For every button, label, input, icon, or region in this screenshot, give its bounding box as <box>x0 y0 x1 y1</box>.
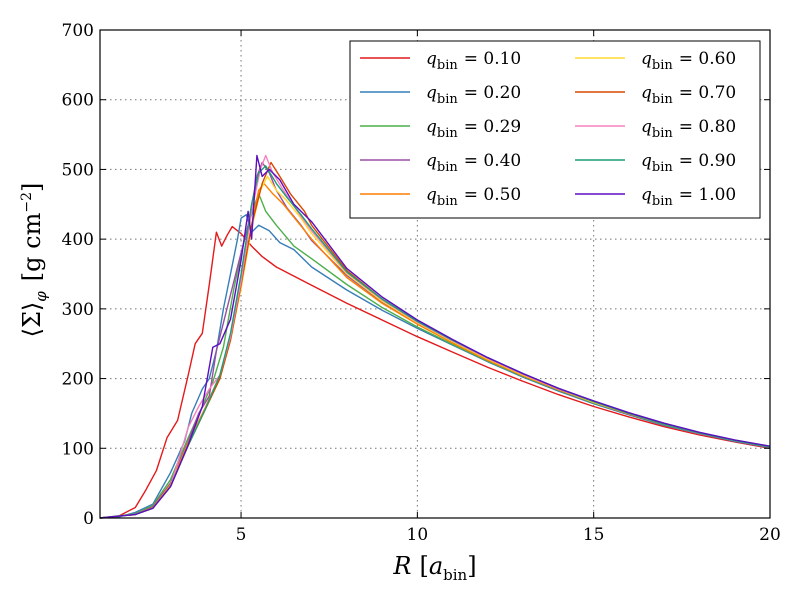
y-tick-label: 100 <box>62 439 94 459</box>
y-tick-label: 300 <box>62 300 94 320</box>
y-tick-label: 700 <box>62 21 94 41</box>
series-line-1 <box>99 214 771 519</box>
x-axis-label: R [abin] <box>392 552 476 584</box>
y-tick-label: 0 <box>83 509 94 529</box>
legend-label-0: qbin = 0.10 <box>426 49 521 73</box>
y-tick-label: 200 <box>62 370 94 390</box>
y-tick-label: 500 <box>62 160 94 180</box>
axis-ticks <box>100 29 771 519</box>
series-lines <box>99 154 771 519</box>
x-tick-label: 5 <box>236 525 247 545</box>
legend-label-7: qbin = 0.80 <box>641 117 736 141</box>
legend-label-4: qbin = 0.50 <box>426 185 521 209</box>
legend-label-5: qbin = 0.60 <box>641 49 736 73</box>
y-tick-label: 600 <box>62 91 94 111</box>
series-line-2 <box>99 193 771 519</box>
legend-entries: qbin = 0.10 qbin = 0.20 qbin = 0.29 qbin = 0.40… <box>360 49 736 209</box>
y-axis-label: ⟨Σ⟩φ[g cm−2] <box>18 183 50 338</box>
x-tick-label: 15 <box>583 525 605 545</box>
series-line-0 <box>99 225 771 519</box>
legend-label-3: qbin = 0.40 <box>426 151 521 175</box>
series-line-9 <box>99 154 771 519</box>
y-axis-unit: g cm <box>18 212 46 271</box>
series-line-5 <box>99 175 771 519</box>
legend-label-9: qbin = 1.00 <box>641 185 736 209</box>
plot-frame <box>99 29 771 519</box>
x-tick-label: 20 <box>759 525 781 545</box>
y-axis-symbol-sub: φ <box>32 291 50 302</box>
legend-label-2: qbin = 0.29 <box>426 117 521 141</box>
x-axis-symbol: R <box>392 552 411 580</box>
series-line-8 <box>99 165 771 519</box>
legend-label-8: qbin = 0.90 <box>641 151 736 175</box>
legend: qbin = 0.10 qbin = 0.20 qbin = 0.29 qbin = 0.40… <box>349 40 761 219</box>
y-axis-unit-exp: −2 <box>19 192 35 213</box>
y-tick-label: 400 <box>62 230 94 250</box>
x-tick-label: 10 <box>407 525 429 545</box>
series-line-4 <box>99 182 771 519</box>
y-axis-symbol: ⟨Σ⟩ <box>18 302 46 338</box>
legend-box <box>349 40 761 219</box>
legend-label-6: qbin = 0.70 <box>641 83 736 107</box>
legend-label-1: qbin = 0.20 <box>426 83 521 107</box>
x-axis-unit-sub: bin <box>443 566 467 584</box>
x-axis-unit: a <box>429 552 443 580</box>
